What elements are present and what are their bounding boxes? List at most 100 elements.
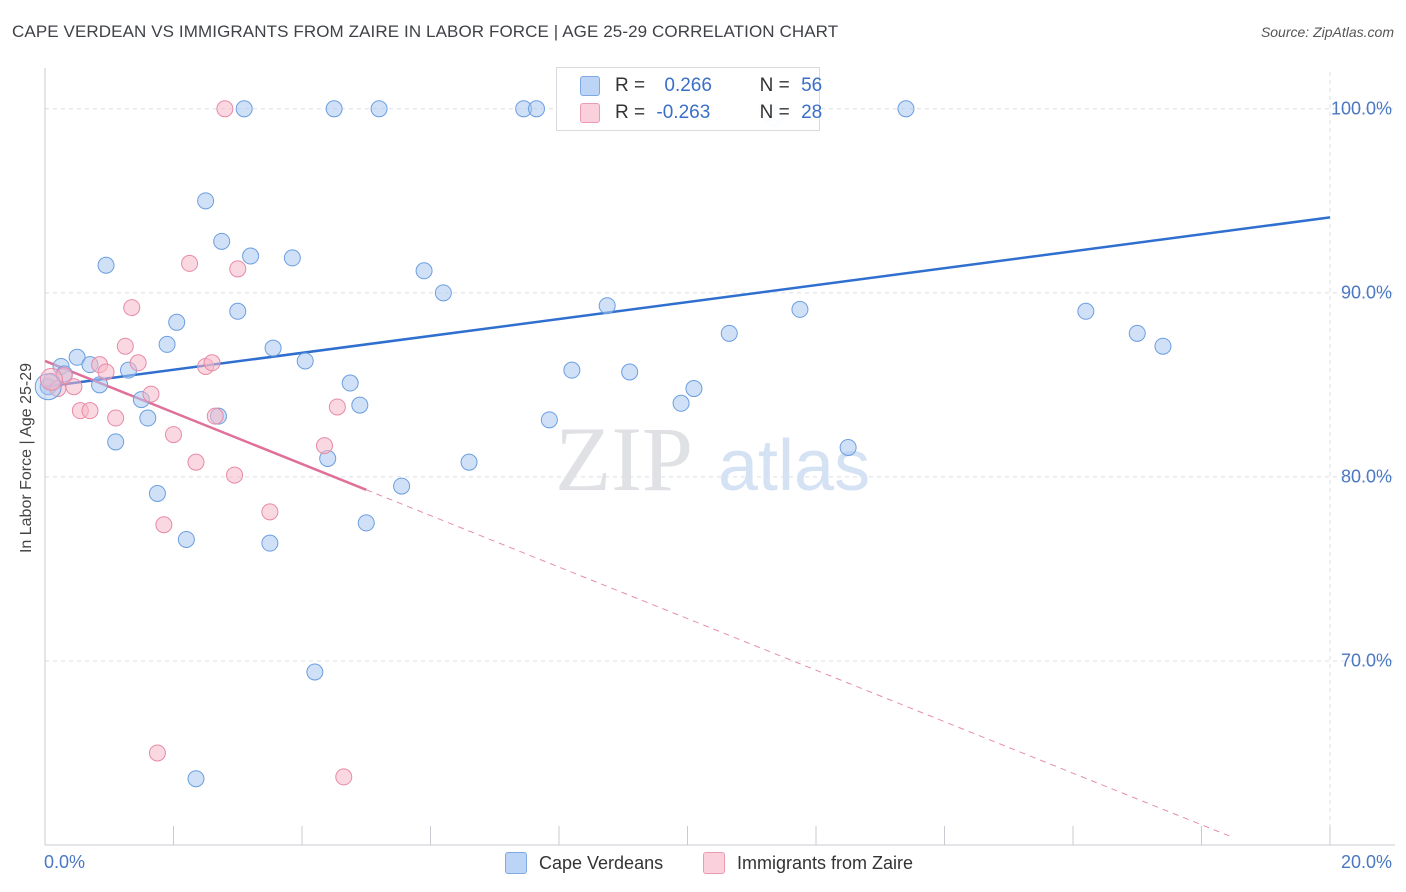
point-cape-verdean	[370, 100, 388, 118]
legend-n-label: N =	[759, 75, 790, 96]
point-zaire	[123, 299, 141, 317]
stats-legend: R = 0.266 N = 56 R = -0.263 N = 28	[556, 67, 823, 131]
point-cape-verdean	[598, 297, 616, 315]
point-cape-verdean	[434, 284, 452, 302]
point-cape-verdean	[1154, 337, 1172, 355]
point-cape-verdean	[148, 484, 166, 502]
legend-n-label: N =	[759, 102, 790, 123]
point-cape-verdean	[261, 534, 279, 552]
axes	[44, 68, 1395, 846]
watermark-atlas: atlas	[718, 426, 870, 506]
point-cape-verdean	[325, 100, 343, 118]
point-cape-verdean	[177, 530, 195, 548]
point-zaire	[65, 378, 83, 396]
point-cape-verdean	[540, 411, 558, 429]
point-zaire	[187, 453, 205, 471]
point-zaire	[181, 254, 199, 272]
bottom-legend-label: Cape Verdeans	[539, 852, 664, 873]
point-zaire	[216, 100, 234, 118]
point-zaire	[129, 354, 147, 372]
point-cape-verdean	[1128, 324, 1146, 342]
point-cape-verdean	[415, 262, 433, 280]
point-cape-verdean	[685, 380, 703, 398]
point-cluster-cape-verdean	[34, 373, 62, 401]
x-tick-label-max: 20.0%	[1340, 852, 1392, 872]
point-cape-verdean	[351, 396, 369, 414]
point-cape-verdean	[563, 361, 581, 379]
point-zaire	[97, 363, 115, 381]
point-cape-verdean	[672, 394, 690, 412]
point-cape-verdean	[528, 100, 546, 118]
data-points	[34, 100, 1172, 788]
point-cape-verdean	[720, 324, 738, 342]
point-cluster-zaire	[39, 367, 63, 391]
point-cape-verdean	[97, 256, 115, 274]
watermark-zip: ZIP	[555, 408, 693, 510]
legend-r-value: -0.263	[656, 102, 711, 123]
point-zaire	[206, 407, 224, 425]
legend-r-label: R =	[615, 75, 646, 96]
x-tick-label-min: 0.0%	[44, 852, 86, 872]
point-cape-verdean	[897, 100, 915, 118]
point-cape-verdean	[235, 100, 253, 118]
y-tick-label: 80.0%	[1340, 466, 1392, 487]
point-cape-verdean	[357, 514, 375, 532]
point-cape-verdean	[158, 335, 176, 353]
point-zaire	[203, 354, 221, 372]
watermark: ZIP atlas	[555, 408, 870, 510]
point-cape-verdean	[306, 663, 324, 681]
point-cape-verdean	[839, 438, 857, 456]
point-cape-verdean	[139, 409, 157, 427]
point-cape-verdean	[341, 374, 359, 392]
legend-n-value: 28	[801, 102, 823, 123]
y-axis-label: In Labor Force | Age 25-29	[18, 362, 35, 554]
legend-swatch-blue	[580, 76, 600, 96]
point-cape-verdean	[264, 339, 282, 357]
point-cape-verdean	[791, 300, 809, 318]
source-label: Source: ZipAtlas.com	[1260, 24, 1394, 40]
y-tick-label: 90.0%	[1340, 282, 1392, 303]
bottom-legend-swatch-pink	[703, 852, 725, 874]
point-zaire	[116, 337, 134, 355]
point-zaire	[165, 426, 182, 444]
point-cape-verdean	[213, 232, 231, 250]
point-cape-verdean	[68, 348, 86, 366]
point-zaire	[335, 768, 353, 786]
trend-line-zaire-extension	[366, 489, 1234, 839]
point-cape-verdean	[187, 770, 205, 788]
point-cape-verdean	[197, 192, 215, 210]
point-zaire	[229, 260, 247, 278]
point-zaire	[261, 503, 279, 521]
point-cape-verdean	[168, 313, 186, 331]
point-cape-verdean	[460, 453, 478, 471]
point-zaire	[142, 385, 160, 403]
point-zaire	[328, 398, 346, 416]
point-zaire	[315, 437, 333, 455]
point-zaire	[226, 466, 244, 484]
chart-title: CAPE VERDEAN VS IMMIGRANTS FROM ZAIRE IN…	[12, 22, 839, 41]
bottom-legend-cape-verdeans: Cape Verdeans	[505, 852, 663, 874]
legend-swatch-pink	[580, 103, 600, 123]
point-cape-verdean	[107, 433, 125, 451]
point-cape-verdean	[393, 477, 411, 495]
trend-line-cape-verdeans	[44, 216, 1331, 388]
y-tick-label: 100.0%	[1330, 98, 1392, 119]
point-zaire	[155, 516, 173, 534]
point-zaire	[107, 409, 125, 427]
bottom-legend-label: Immigrants from Zaire	[737, 852, 914, 873]
legend-r-label: R =	[615, 102, 646, 123]
legend-n-value: 56	[801, 75, 823, 96]
point-zaire	[148, 744, 166, 762]
bottom-legend-swatch-blue	[505, 852, 527, 874]
point-zaire	[81, 402, 99, 420]
point-cape-verdean	[242, 247, 260, 265]
point-cape-verdean	[621, 363, 639, 381]
point-cape-verdean	[283, 249, 301, 267]
y-tick-label: 70.0%	[1340, 650, 1392, 671]
point-cape-verdean	[296, 352, 314, 370]
bottom-legend-zaire: Immigrants from Zaire	[703, 852, 913, 874]
legend-r-value: 0.266	[664, 75, 712, 96]
point-cape-verdean	[229, 302, 247, 320]
point-cape-verdean	[1077, 302, 1095, 320]
